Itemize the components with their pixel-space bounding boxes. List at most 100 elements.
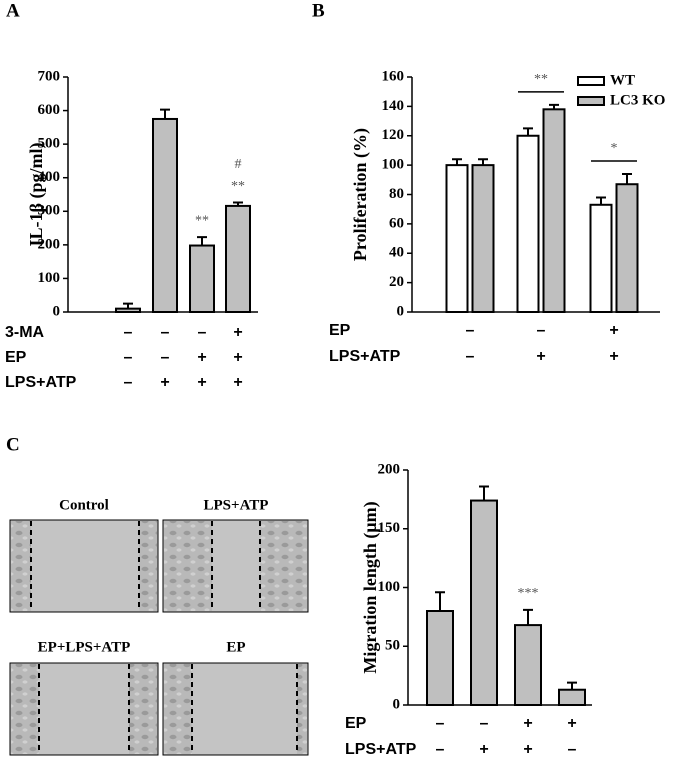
error-bar xyxy=(479,485,489,501)
condition-value: – xyxy=(198,324,207,341)
condition-value: + xyxy=(609,348,618,365)
y-tick-label: 40 xyxy=(389,245,404,261)
condition-label: LPS+ATP xyxy=(5,374,77,391)
y-tick-label: 300 xyxy=(38,203,61,219)
error-bar xyxy=(596,196,606,205)
y-tick-label: 150 xyxy=(378,520,401,536)
bar xyxy=(589,203,613,313)
condition-value: + xyxy=(536,348,545,365)
y-tick-label: 0 xyxy=(393,696,401,712)
error-bar xyxy=(523,127,533,136)
legend-swatch xyxy=(577,76,605,86)
y-tick-label: 200 xyxy=(378,461,401,477)
y-tick-label: 0 xyxy=(397,303,405,319)
y-tick-label: 50 xyxy=(385,638,400,654)
condition-value: + xyxy=(160,374,169,391)
condition-label: EP xyxy=(345,715,367,732)
y-tick-label: 100 xyxy=(38,270,61,286)
image xyxy=(164,664,192,754)
error-bar xyxy=(123,302,133,309)
image xyxy=(260,521,307,611)
y-tick-label: 120 xyxy=(382,127,405,143)
condition-value: – xyxy=(466,322,475,339)
bar xyxy=(225,204,251,314)
image xyxy=(297,664,307,754)
condition-value: – xyxy=(466,348,475,365)
y-axis-title: IL-1β (pg/ml) xyxy=(26,143,47,247)
condition-value: + xyxy=(233,349,242,366)
error-bar xyxy=(567,681,577,690)
y-tick-label: 20 xyxy=(389,274,404,290)
image xyxy=(9,519,159,613)
legend-swatch xyxy=(577,96,605,106)
y-tick-label: 140 xyxy=(382,98,405,114)
micrographs: Control LPS+ATP EP+LPS+ATP EP xyxy=(9,497,309,756)
y-tick-label: 400 xyxy=(38,169,61,185)
y-tick-label: 200 xyxy=(38,236,61,252)
condition-value: + xyxy=(233,324,242,341)
y-axis-title: Proliferation (%) xyxy=(350,128,371,261)
condition-label: LPS+ATP xyxy=(345,741,417,758)
condition-value: + xyxy=(233,374,242,391)
y-axis-title: Migration length (μm) xyxy=(360,501,381,673)
condition-label: 3-MA xyxy=(5,324,45,341)
condition-value: + xyxy=(197,349,206,366)
y-tick-label: 100 xyxy=(382,157,405,173)
panel-label: C xyxy=(6,434,20,455)
legend-label: WT xyxy=(610,72,635,88)
y-tick-label: 60 xyxy=(389,215,404,231)
condition-value: – xyxy=(124,374,133,391)
error-bar xyxy=(478,158,488,166)
condition-label: EP xyxy=(5,349,27,366)
condition-value: – xyxy=(568,741,577,758)
y-tick-label: 160 xyxy=(382,68,405,84)
error-bar xyxy=(622,172,632,185)
error-bar xyxy=(197,236,207,246)
image xyxy=(139,521,157,611)
image xyxy=(11,664,39,754)
image-label: EP+LPS+ATP xyxy=(38,639,131,655)
bar xyxy=(558,688,586,706)
y-tick-label: 700 xyxy=(38,68,61,84)
bar xyxy=(189,244,215,313)
condition-value: – xyxy=(124,324,133,341)
condition-value: – xyxy=(537,322,546,339)
panel-label: A xyxy=(6,0,20,21)
bar xyxy=(470,499,498,706)
condition-value: + xyxy=(523,741,532,758)
bar xyxy=(516,134,540,313)
image-label: EP xyxy=(226,639,245,655)
y-tick-label: 0 xyxy=(53,303,61,319)
condition-label: EP xyxy=(329,322,351,339)
y-tick-label: 500 xyxy=(38,136,61,152)
condition-value: + xyxy=(609,322,618,339)
bar xyxy=(426,610,454,706)
error-bar xyxy=(435,591,445,611)
y-tick-label: 100 xyxy=(378,579,401,595)
condition-value: + xyxy=(197,374,206,391)
significance-mark: ** xyxy=(195,213,209,228)
image-label: Control xyxy=(59,497,109,513)
bar xyxy=(514,624,542,706)
panel-label: B xyxy=(312,0,325,21)
error-bar xyxy=(160,108,170,119)
error-bar xyxy=(549,103,559,110)
y-tick-label: 600 xyxy=(38,102,61,118)
bar xyxy=(542,108,566,313)
condition-value: + xyxy=(479,741,488,758)
error-bar xyxy=(523,608,533,626)
condition-value: – xyxy=(161,349,170,366)
image xyxy=(11,521,31,611)
significance-mark: ** xyxy=(534,72,548,87)
error-bar xyxy=(452,158,462,166)
significance-mark: *** xyxy=(518,586,539,601)
y-tick-label: 80 xyxy=(389,186,404,202)
bar xyxy=(152,117,178,314)
condition-label: LPS+ATP xyxy=(329,348,401,365)
image xyxy=(164,521,212,611)
condition-value: – xyxy=(436,741,445,758)
significance-mark: * xyxy=(611,141,618,156)
bar xyxy=(115,307,141,313)
condition-value: – xyxy=(480,715,489,732)
error-bar xyxy=(233,201,243,206)
